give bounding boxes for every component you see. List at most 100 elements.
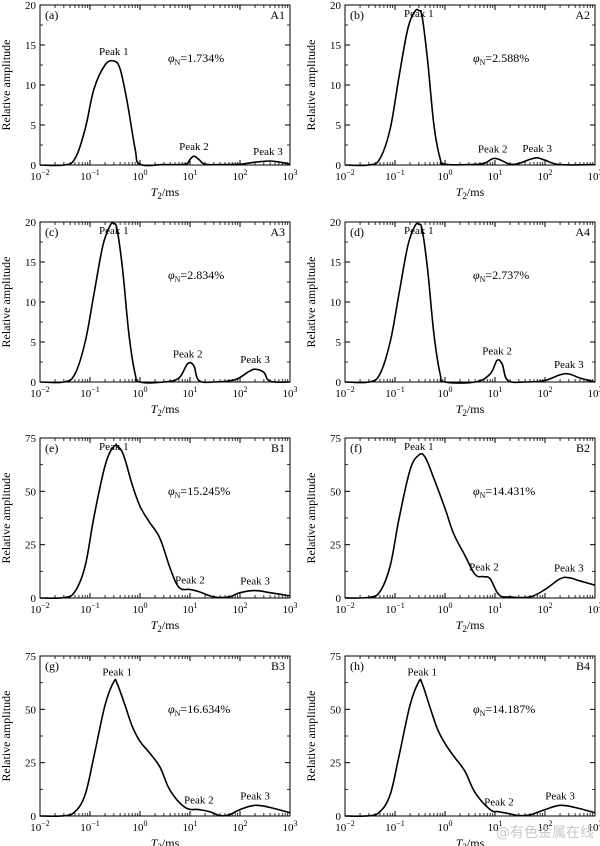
series-line-b4: [344, 678, 596, 817]
x-tick-label: 10−1: [385, 168, 405, 183]
peak-label-3: Peak 3: [522, 143, 552, 155]
y-tick-label: 50: [330, 486, 342, 498]
x-axis-label: T2/ms: [151, 618, 180, 634]
chart-panel-b3: 10−2 10−1 100 101 102 103 0 25 50 75 Relative ampl…: [0, 651, 298, 846]
x-tick-label: 10−1: [80, 168, 100, 183]
y-tick-label: 25: [330, 540, 342, 552]
x-axis-label: T2/ms: [456, 618, 485, 634]
x-tick-label: 103: [283, 601, 298, 616]
x-tick-label: 10−1: [80, 601, 100, 616]
x-tick-label: 102: [233, 168, 248, 183]
peak-label-3: Peak 3: [253, 146, 283, 158]
x-axis-label: T2/ms: [151, 402, 180, 418]
y-tick-label: 0: [336, 160, 342, 172]
y-tick-label: 20: [25, 217, 37, 229]
peak-label-2: Peak 2: [478, 144, 508, 156]
peak-label-1: Peak 1: [404, 8, 434, 20]
x-tick-label: 102: [233, 601, 248, 616]
sample-label: A3: [270, 225, 285, 239]
sample-label: A4: [575, 225, 590, 239]
series-line-a1: [39, 59, 291, 167]
x-axis-label: T2/ms: [151, 185, 180, 201]
y-tick-label: 25: [25, 758, 37, 770]
x-tick-label: 103: [283, 385, 298, 400]
porosity-label: φN=2.588%: [473, 51, 529, 67]
panel-label: (d): [350, 225, 364, 239]
chart-panel-a2: 10−2 10−1 100 101 102 103 0 5 10 15 20 Relative amp…: [304, 0, 600, 201]
chart-panel-b2: 10−2 10−1 100 101 102 103 0 25 50 75 Relative ampl…: [304, 433, 600, 634]
series-line-a3: [39, 222, 291, 384]
porosity-label: φN=16.634%: [168, 702, 230, 718]
panel-label: (b): [350, 8, 364, 22]
x-tick-label: 10−2: [335, 819, 355, 834]
x-tick-label: 10−1: [385, 601, 405, 616]
y-tick-label: 75: [25, 651, 37, 663]
series-line-a4: [344, 222, 596, 384]
x-axis-label: T2/ms: [456, 402, 485, 418]
x-tick-label: 101: [183, 385, 198, 400]
sample-label: B4: [576, 659, 590, 673]
peak-label-1: Peak 1: [102, 667, 132, 679]
peak-label-3: Peak 3: [554, 563, 584, 575]
y-tick-label: 5: [336, 120, 342, 132]
chart-panel-a3: 10−2 10−1 100 101 102 103 0 5 10 15 20 Relative amp…: [0, 217, 298, 418]
watermark: @有色金属在线: [496, 825, 594, 841]
chart-panel-b4: 10−2 10−1 100 101 102 103 0 25 50 75 Relative ampl…: [304, 651, 600, 846]
y-tick-label: 5: [31, 120, 37, 132]
y-tick-label: 25: [330, 758, 342, 770]
porosity-label: φN=2.737%: [473, 268, 529, 284]
y-tick-label: 50: [25, 704, 37, 716]
x-tick-label: 10−2: [335, 168, 355, 183]
y-axis-label: Relative amplitude: [304, 257, 318, 348]
porosity-label: φN=14.187%: [473, 702, 535, 718]
peak-label-2: Peak 2: [179, 141, 209, 153]
series-line-a2: [344, 8, 596, 167]
peak-label-2: Peak 2: [469, 562, 499, 574]
sample-label: B1: [271, 441, 285, 455]
y-axis-label: Relative amplitude: [304, 40, 318, 131]
y-tick-label: 10: [25, 297, 37, 309]
y-tick-label: 20: [330, 217, 342, 229]
y-tick-label: 75: [330, 433, 342, 445]
panel-label: (f): [350, 441, 362, 455]
x-tick-label: 100: [133, 601, 148, 616]
y-axis-label: Relative amplitude: [304, 691, 318, 782]
series-line-b3: [39, 678, 291, 817]
peak-label-1: Peak 1: [99, 225, 129, 237]
x-tick-label: 10−2: [30, 819, 50, 834]
chart-panel-a4: 10−2 10−1 100 101 102 103 0 5 10 15 20 Relative amp…: [304, 217, 600, 418]
x-tick-label: 10−2: [30, 601, 50, 616]
y-tick-label: 0: [336, 811, 342, 823]
x-tick-label: 100: [133, 819, 148, 834]
peak-label-1: Peak 1: [404, 441, 434, 453]
x-axis-label: T2/ms: [456, 836, 485, 846]
x-tick-label: 103: [588, 168, 600, 183]
porosity-label: φN=1.734%: [168, 51, 224, 67]
x-tick-label: 103: [588, 385, 600, 400]
plot-frame: [39, 4, 291, 166]
y-tick-label: 75: [330, 651, 342, 663]
plot-frame: [344, 4, 596, 166]
y-tick-label: 10: [25, 80, 37, 92]
y-tick-label: 50: [25, 486, 37, 498]
y-tick-label: 0: [31, 160, 37, 172]
y-axis-label: Relative amplitude: [0, 40, 13, 131]
panel-label: (e): [45, 441, 58, 455]
peak-label-3: Peak 3: [545, 790, 575, 802]
peak-label-2: Peak 2: [175, 574, 205, 586]
y-tick-label: 15: [25, 40, 37, 52]
y-tick-label: 0: [336, 377, 342, 389]
x-tick-label: 100: [438, 168, 453, 183]
x-tick-label: 101: [183, 819, 198, 834]
x-tick-label: 101: [488, 385, 503, 400]
x-tick-label: 101: [183, 601, 198, 616]
peak-label-3: Peak 3: [240, 790, 270, 802]
peak-label-3: Peak 3: [554, 359, 584, 371]
x-tick-label: 102: [538, 819, 553, 834]
peak-label-2: Peak 2: [173, 349, 203, 361]
sample-label: A1: [270, 8, 285, 22]
x-tick-label: 103: [283, 819, 298, 834]
y-tick-label: 20: [330, 0, 342, 12]
x-tick-label: 102: [538, 385, 553, 400]
porosity-label: φN=15.245%: [168, 484, 230, 500]
